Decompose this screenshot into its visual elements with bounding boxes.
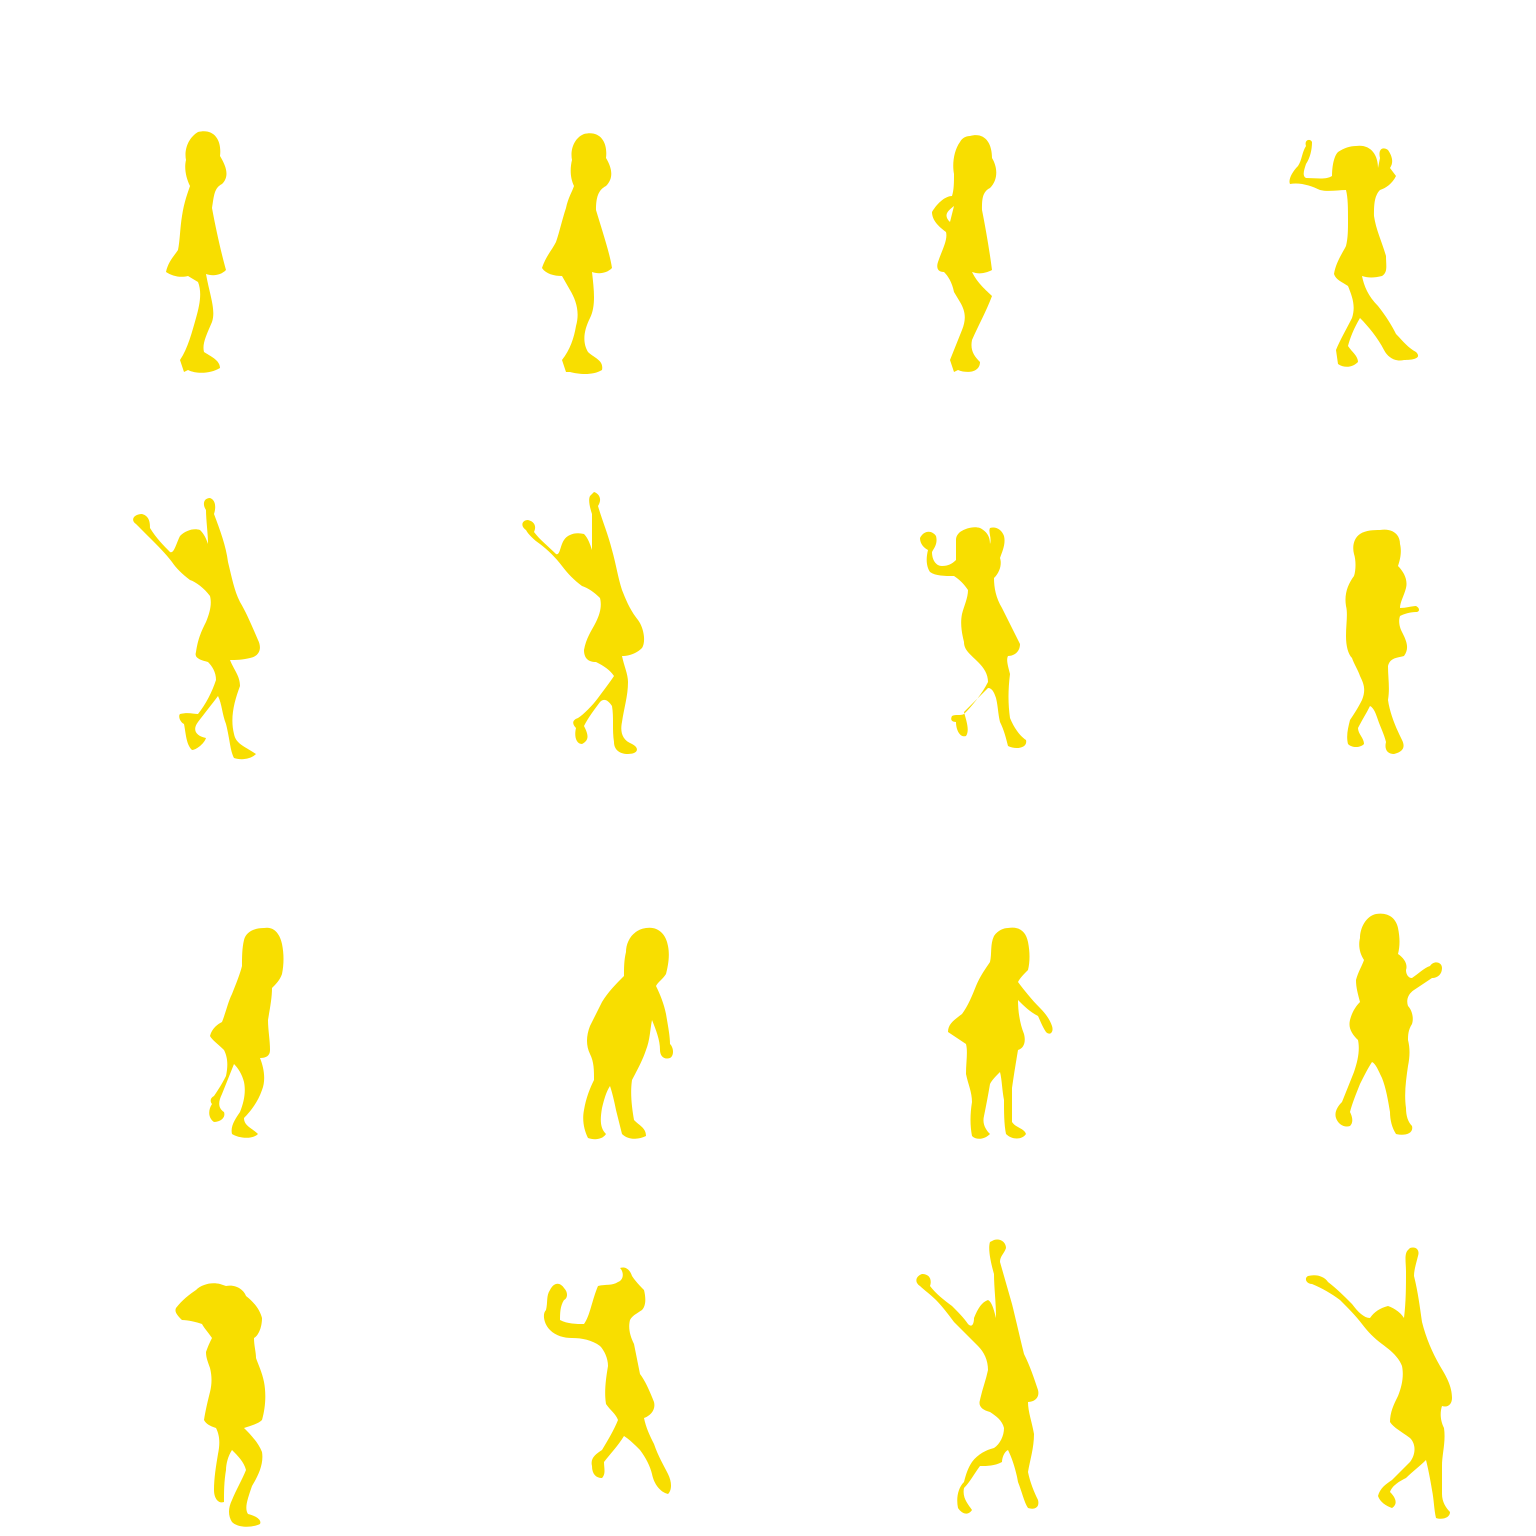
dancer-frame-2 [384,0,768,384]
dancer-frame-9 [0,768,384,1152]
dancer-frame-7 [768,384,1152,768]
dancer-frame-12 [1152,768,1536,1152]
dancer-silhouette-13 [175,1283,266,1527]
dancer-silhouette-10 [583,927,673,1140]
dancer-frame-5 [0,384,384,768]
dancer-silhouette-12 [1335,913,1442,1135]
dancer-frame-16 [1152,1152,1536,1536]
dancer-silhouette-8 [1345,529,1419,754]
dancer-silhouette-2 [542,133,612,374]
dancer-frame-6 [384,384,768,768]
dancer-frame-4 [1152,0,1536,384]
dancer-frame-8 [1152,384,1536,768]
dancer-silhouette-11 [948,927,1053,1139]
dancer-silhouette-9 [209,927,284,1138]
dancer-silhouette-6 [522,492,645,754]
dancer-frame-15 [768,1152,1152,1536]
dancer-silhouette-5 [133,498,260,760]
dancer-frame-10 [384,768,768,1152]
dancer-silhouette-4 [1289,139,1419,367]
dancer-silhouette-16 [1305,1247,1452,1519]
dancer-silhouette-3 [932,135,997,372]
dancer-frame-1 [0,0,384,384]
dancer-frame-3 [768,0,1152,384]
dancer-silhouette-14 [543,1267,671,1494]
dancer-frame-14 [384,1152,768,1536]
dancer-silhouette-7 [920,527,1027,748]
dancer-silhouette-15 [916,1239,1039,1514]
dancer-frame-13 [0,1152,384,1536]
dancer-frame-11 [768,768,1152,1152]
dancer-silhouette-1 [166,131,227,373]
